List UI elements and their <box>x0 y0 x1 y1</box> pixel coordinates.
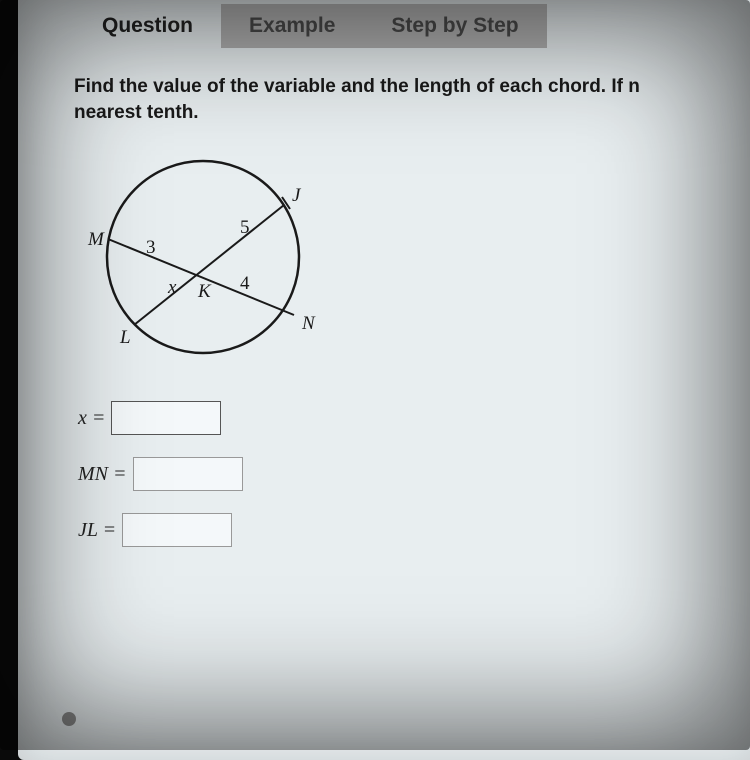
bullet-icon <box>62 712 76 726</box>
tab-question[interactable]: Question <box>74 4 221 48</box>
svg-text:5: 5 <box>240 217 250 238</box>
prompt-line-2: nearest tenth. <box>74 102 199 123</box>
svg-text:K: K <box>197 281 212 302</box>
answer-label-x: x = <box>78 407 105 430</box>
answer-fields: x = MN = JL = <box>78 401 750 547</box>
question-prompt: Find the value of the variable and the l… <box>74 74 750 125</box>
answer-row-x: x = <box>78 401 750 435</box>
tab-bar: Question Example Step by Step <box>74 4 750 48</box>
svg-text:M: M <box>87 229 105 250</box>
svg-text:x: x <box>167 277 177 298</box>
circle-chords-diagram: J M N L K 5 3 4 x <box>68 147 328 377</box>
answer-row-jl: JL = <box>78 513 750 547</box>
answer-label-jl: JL = <box>78 519 116 542</box>
answer-label-mn: MN = <box>78 463 127 486</box>
svg-text:N: N <box>301 313 316 334</box>
svg-text:4: 4 <box>240 273 250 294</box>
content-area: Question Example Step by Step Find the v… <box>74 4 750 760</box>
answer-row-mn: MN = <box>78 457 750 491</box>
tab-step-by-step[interactable]: Step by Step <box>363 4 546 48</box>
answer-input-mn[interactable] <box>133 457 243 491</box>
svg-text:L: L <box>119 327 131 348</box>
svg-text:J: J <box>292 185 302 206</box>
prompt-line-1: Find the value of the variable and the l… <box>74 76 640 97</box>
diagram-svg: J M N L K 5 3 4 x <box>68 147 328 377</box>
tab-example[interactable]: Example <box>221 4 363 48</box>
app-window: Question Example Step by Step Find the v… <box>18 0 750 760</box>
answer-input-jl[interactable] <box>122 513 232 547</box>
answer-input-x[interactable] <box>111 401 221 435</box>
svg-text:3: 3 <box>146 237 156 258</box>
